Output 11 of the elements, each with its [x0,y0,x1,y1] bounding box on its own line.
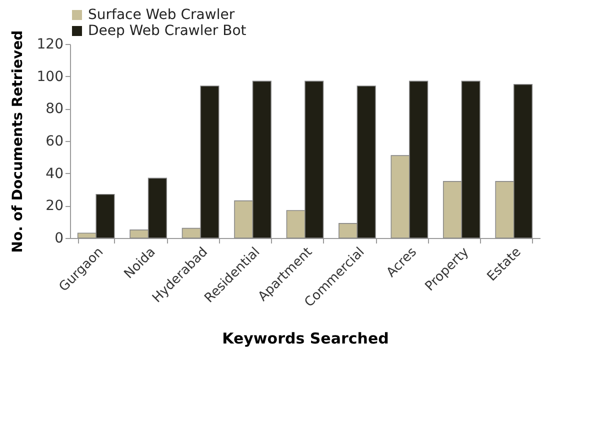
y-tick-label: 40 [46,166,64,182]
y-tick-label: 80 [46,101,64,118]
y-tick-label: 100 [36,68,64,85]
x-axis-title: Keywords Searched [222,330,389,348]
y-tick-label: 120 [36,36,64,52]
legend-label: Surface Web Crawler [88,7,235,23]
y-axis-title: No. of Documents Retrieved [10,30,26,253]
legend-label: Deep Web Crawler Bot [88,23,247,39]
y-tick-label: 20 [46,198,64,214]
y-tick-label: 60 [46,134,64,150]
y-tick-label: 0 [54,230,64,246]
